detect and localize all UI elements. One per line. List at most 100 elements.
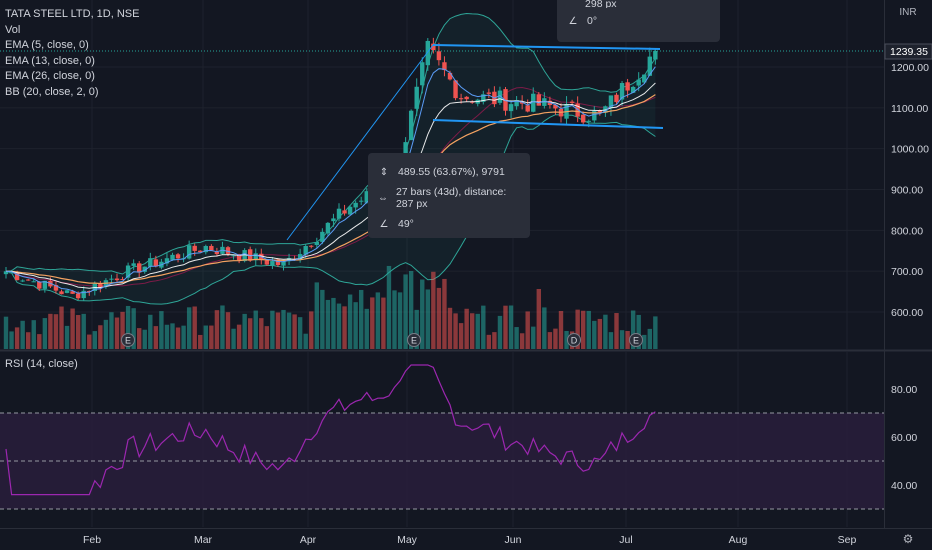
- volume-bar: [420, 279, 425, 349]
- volume-bar: [464, 308, 469, 349]
- volume-bar: [347, 294, 353, 349]
- candle-body: [608, 95, 614, 108]
- measure-tooltip-top: ⇔ 42 bars (59d), distance: 298 px ∠ 0°: [557, 0, 720, 42]
- rsi-legend[interactable]: RSI (14, close): [5, 358, 78, 370]
- ema5-line: [5, 66, 656, 294]
- legend-ema26[interactable]: EMA (26, close, 0): [5, 70, 95, 82]
- volume-bar: [270, 310, 275, 349]
- candle-body: [137, 263, 142, 273]
- settings-gear-icon[interactable]: ⚙: [903, 532, 914, 546]
- time-tick-label: Aug: [729, 534, 748, 546]
- candle-body: [125, 265, 131, 278]
- bars-distance-text-top: 42 bars (59d), distance: 298 px: [585, 0, 617, 8]
- legend-bb[interactable]: BB (20, close, 2, 0): [5, 85, 99, 98]
- legend-vol[interactable]: Vol: [5, 23, 21, 36]
- volume-bar: [581, 310, 586, 349]
- candle-body: [464, 96, 469, 100]
- volume-bar: [198, 334, 203, 349]
- volume-bar: [614, 313, 619, 349]
- time-tick-label: May: [397, 534, 418, 546]
- legend-ema5[interactable]: EMA (5, close, 0): [5, 39, 89, 51]
- earnings-marker[interactable]: E: [629, 333, 643, 347]
- volume-bar: [109, 312, 114, 349]
- candle-body: [453, 80, 458, 99]
- volume-bar: [164, 324, 170, 349]
- volume-bar: [519, 333, 525, 349]
- volume-bar: [408, 271, 414, 349]
- volume-bar: [31, 320, 36, 349]
- marker-label: D: [571, 336, 578, 346]
- channel-top-line: [432, 44, 661, 50]
- volume-bar: [425, 289, 430, 349]
- candle-body: [581, 114, 586, 123]
- candle-body: [26, 279, 31, 281]
- candle-body: [597, 110, 603, 113]
- candle-body: [87, 291, 92, 293]
- earnings-marker[interactable]: E: [121, 333, 135, 347]
- volume-bars: [3, 265, 658, 349]
- volume-bar: [20, 320, 25, 349]
- candle-body: [592, 110, 597, 121]
- volume-bar: [142, 329, 147, 349]
- volume-bar: [386, 265, 392, 349]
- volume-bar: [597, 318, 603, 349]
- bb-lower: [5, 114, 656, 305]
- candle-body: [98, 283, 103, 288]
- legend-ema13[interactable]: EMA (13, close, 0): [5, 54, 95, 67]
- volume-bar: [192, 306, 197, 349]
- symbol-title[interactable]: TATA STEEL LTD, 1D, NSE: [5, 8, 140, 20]
- candle-body: [347, 206, 353, 215]
- candle-body: [486, 92, 492, 94]
- volume-bar: [642, 334, 647, 349]
- time-tick-label: Apr: [300, 534, 317, 546]
- volume-bar: [48, 313, 53, 349]
- earnings-marker[interactable]: E: [407, 333, 421, 347]
- marker-circle: [121, 333, 135, 347]
- candle-body: [569, 101, 575, 103]
- candle-body: [253, 253, 258, 261]
- candle-body: [314, 241, 319, 245]
- volume-bar: [120, 311, 125, 349]
- candle-body: [619, 83, 625, 100]
- candle-body: [59, 291, 64, 295]
- candle-body: [214, 251, 220, 255]
- volume-bar: [148, 314, 153, 349]
- trend-drawings[interactable]: [0, 44, 884, 241]
- earnings-marker[interactable]: D: [567, 333, 581, 347]
- volume-bar: [603, 314, 608, 349]
- volume-bar: [619, 330, 625, 349]
- candle-body: [408, 110, 414, 141]
- candle-body: [142, 266, 147, 272]
- bars-range-icon: ⇔: [565, 0, 579, 4]
- channel-bottom-line: [432, 119, 664, 129]
- candle-body: [481, 94, 486, 102]
- candle-body: [303, 246, 308, 255]
- price-tick-label: 1000.00: [891, 144, 929, 156]
- time-tick-label: Jul: [619, 534, 632, 546]
- time-tick-label: Jun: [505, 534, 522, 546]
- candle-body: [325, 222, 331, 234]
- volume-bar: [320, 289, 325, 349]
- candle-body: [531, 93, 536, 112]
- volume-bar: [175, 327, 181, 349]
- volume-bar: [203, 325, 208, 349]
- candle-body: [186, 245, 192, 259]
- volume-bar: [392, 290, 397, 349]
- price-tick-label: 900.00: [891, 185, 923, 197]
- volume-bar: [220, 305, 225, 349]
- time-tick-label: Feb: [83, 534, 101, 546]
- candle-body: [614, 94, 619, 103]
- candle-body: [192, 245, 197, 251]
- volume-bar: [87, 334, 92, 349]
- candle-body: [458, 98, 464, 100]
- bars-distance-text: 27 bars (43d), distance: 287 px: [395, 186, 507, 210]
- bb-fill: [6, 13, 656, 305]
- candle-body: [647, 56, 652, 76]
- candle-body: [75, 293, 81, 299]
- candle-body: [625, 82, 630, 91]
- rsi-line: [5, 364, 656, 496]
- candle-body: [497, 90, 503, 103]
- candle-body: [342, 210, 347, 214]
